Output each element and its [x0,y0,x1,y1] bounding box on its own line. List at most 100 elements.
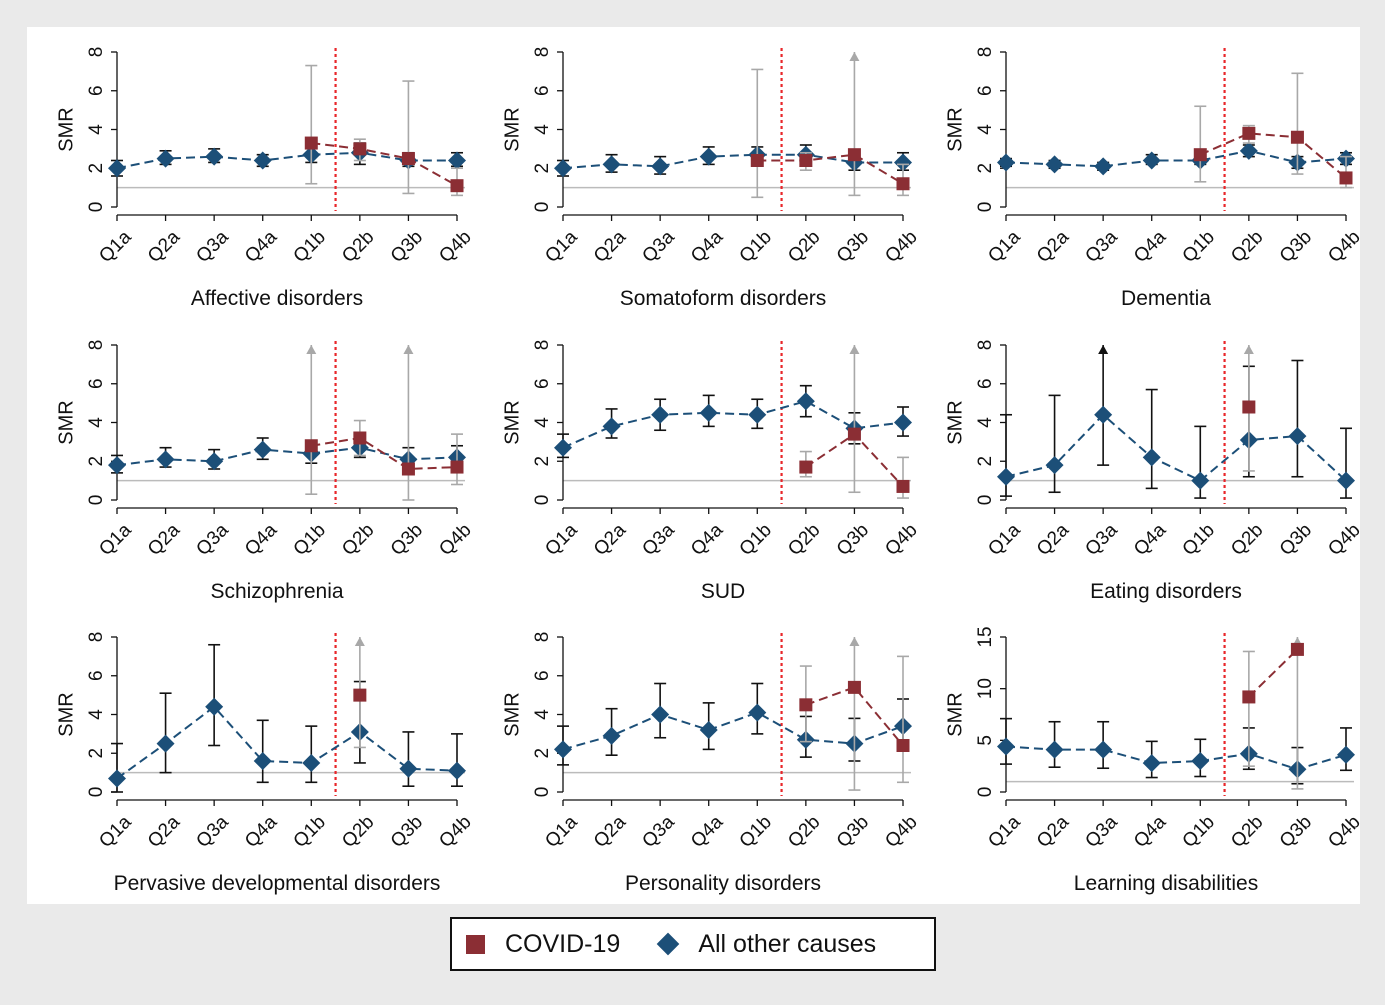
y-tick-label: 8 [532,340,553,351]
y-axis-label: SMR [944,692,966,736]
x-tick-label: Q1a [541,519,582,560]
y-tick-label: 4 [975,124,996,135]
y-axis-label: SMR [944,400,966,444]
x-tick-label: Q3b [1276,520,1316,560]
covid-point [1242,400,1256,414]
other-point [699,403,718,422]
x-tick-label: Q1b [1179,812,1219,852]
other-point [108,159,126,178]
x-tick-label: Q4a [687,811,728,852]
y-tick-label: 8 [975,47,996,58]
y-tick-label: 2 [86,748,107,759]
y-tick-label: 0 [532,495,553,506]
other-point [651,705,670,724]
other-point [651,405,670,424]
y-tick-label: 2 [975,456,996,467]
panel-3: 0 2 4 6 8 SMR Q1a Q2a Q3a Q4a Q1b Q2b Q3b Q4b Dementia [944,47,1360,310]
other-series-line [116,705,458,780]
covid-point [450,460,464,474]
x-tick-label: Q2a [1033,811,1074,852]
y-tick-label: 4 [532,417,553,428]
covid-point [847,148,861,162]
panel-title: Schizophrenia [210,580,343,603]
y-tick-label: 8 [86,340,107,351]
y-tick-label: 0 [532,202,553,213]
x-tick-label: Q3a [638,519,679,560]
other-point [1288,427,1307,446]
x-tick-label: Q2a [144,519,185,560]
y-axis-label: SMR [501,107,523,151]
other-point [156,149,175,168]
other-point [748,703,767,722]
covid-series-line [805,686,904,747]
error-arrow [849,52,860,61]
y-tick-label: 6 [532,378,553,389]
x-tick-label: Q2a [1033,519,1074,560]
panel-title: Pervasive developmental disorders [114,872,441,895]
y-tick-label: 4 [532,709,553,720]
other-point [205,452,224,471]
panel-title: Learning disabilities [1074,872,1258,895]
y-tick-label: 10 [975,678,996,699]
y-tick-label: 2 [86,163,107,174]
covid-series-line [1199,132,1347,179]
x-tick-label: Q3b [833,227,873,267]
other-point [253,752,272,770]
x-tick-label: Q4a [1130,519,1171,560]
panel-title: Eating disorders [1090,580,1242,603]
covid-point [1339,171,1353,185]
error-arrow [354,637,365,646]
x-tick-label: Q4b [881,520,921,560]
y-tick-label: 4 [86,709,107,720]
x-tick-label: Q2a [144,811,185,852]
x-tick-label: Q4b [1324,227,1360,267]
x-tick-label: Q1a [984,811,1025,852]
x-tick-label: Q1b [1179,520,1219,560]
other-point [554,740,572,759]
other-point [1094,157,1113,176]
other-point [1045,456,1064,475]
y-tick-label: 6 [975,378,996,389]
other-point [1142,754,1161,773]
y-tick-label: 8 [532,632,553,643]
x-tick-label: Q3b [1276,812,1316,852]
x-tick-label: Q2b [1227,227,1267,267]
covid-point [1242,690,1256,704]
y-tick-label: 6 [532,670,553,681]
y-tick-label: 2 [532,456,553,467]
y-tick-label: 15 [975,626,996,647]
x-tick-label: Q1a [541,226,582,267]
x-tick-label: Q3b [833,520,873,560]
x-tick-label: Q1b [1179,227,1219,267]
other-point [1045,740,1064,759]
y-axis-label: SMR [501,400,523,444]
x-tick-label: Q4b [435,227,475,267]
error-arrow [306,345,317,354]
x-tick-label: Q3a [192,519,233,560]
covid-point [401,152,415,166]
other-point [651,157,670,176]
other-point [253,151,272,170]
x-tick-label: Q3b [387,227,427,267]
panel-2: 0 2 4 6 8 SMR Q1a Q2a Q3a Q4a Q1b Q2b Q3b Q4b Somatofo… [501,47,921,310]
covid-point [799,698,813,712]
panel-title: Somatoform disorders [620,287,827,310]
x-tick-label: Q4a [241,226,282,267]
x-tick-label: Q2a [144,226,185,267]
y-tick-label: 6 [975,85,996,96]
y-tick-label: 0 [86,202,107,213]
x-tick-label: Q4b [435,520,475,560]
x-tick-label: Q1b [290,520,330,560]
x-tick-label: Q1b [736,227,776,267]
other-point [1239,141,1258,160]
other-point [796,392,815,411]
x-tick-label: Q3b [1276,227,1316,267]
y-tick-label: 2 [975,163,996,174]
y-tick-label: 2 [86,456,107,467]
covid-point [1290,642,1304,656]
other-point [1191,752,1210,770]
x-tick-label: Q4a [241,811,282,852]
x-tick-label: Q3a [1081,519,1122,560]
x-tick-label: Q2b [338,812,378,852]
y-tick-label: 8 [86,47,107,58]
